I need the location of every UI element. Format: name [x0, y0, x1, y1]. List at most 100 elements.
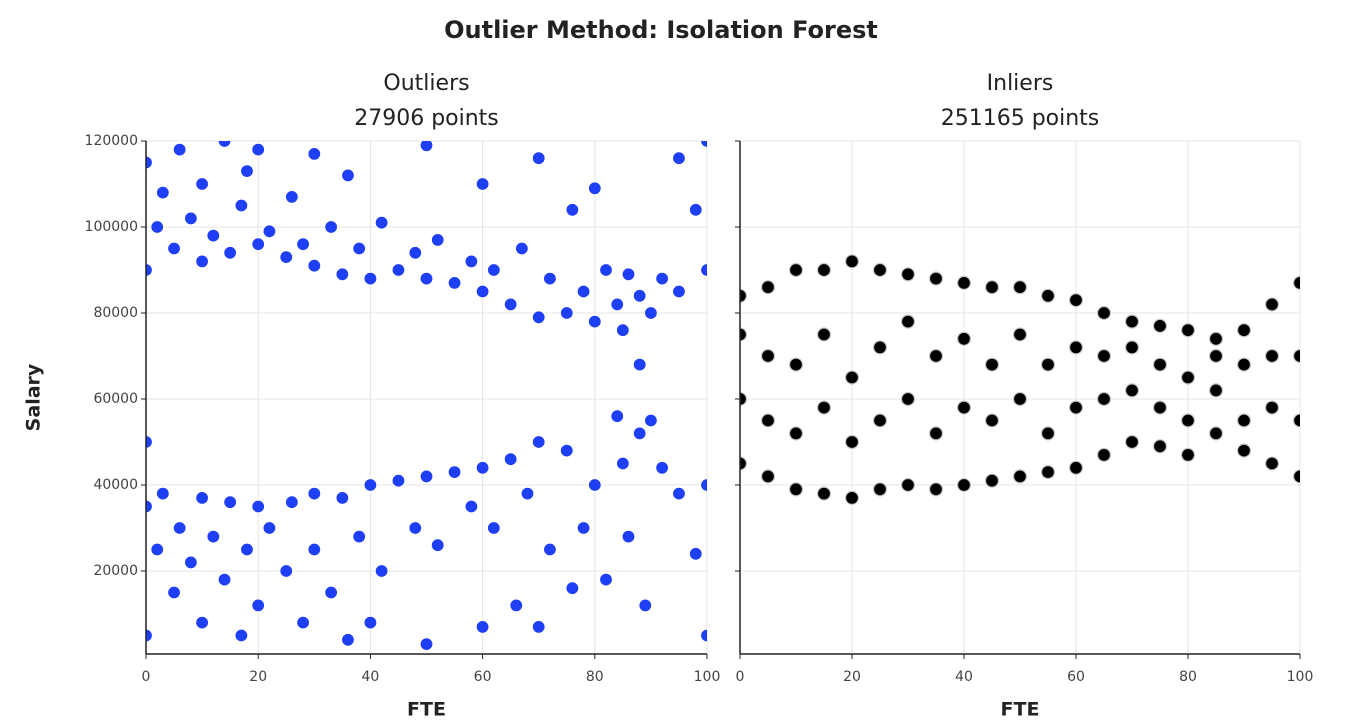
x-tick-label: 0 — [736, 669, 745, 685]
point — [788, 357, 804, 372]
point — [844, 490, 860, 506]
point — [486, 262, 501, 278]
point — [760, 348, 776, 364]
point — [531, 310, 546, 325]
point — [587, 477, 602, 493]
point — [1264, 456, 1280, 471]
point — [1068, 400, 1084, 415]
point — [844, 434, 860, 450]
point — [632, 426, 647, 441]
point — [172, 142, 187, 157]
point — [374, 215, 389, 230]
point — [1012, 469, 1028, 484]
point — [928, 271, 944, 286]
point — [816, 486, 832, 501]
point — [447, 465, 462, 480]
point — [1012, 327, 1028, 342]
point — [363, 615, 378, 630]
point — [1264, 297, 1280, 312]
y-tick-label: 80000 — [93, 305, 138, 321]
point — [251, 142, 266, 157]
point — [740, 456, 748, 471]
point — [610, 409, 625, 424]
point — [598, 262, 614, 278]
point — [262, 224, 277, 239]
point — [1068, 340, 1084, 355]
point — [430, 232, 445, 248]
point — [1236, 443, 1252, 458]
y-tick-label: 120000 — [85, 133, 138, 149]
x-tick-label: 20 — [249, 669, 267, 685]
point — [632, 288, 647, 303]
point — [486, 520, 501, 536]
point — [155, 486, 170, 501]
point — [464, 499, 479, 514]
point — [340, 632, 356, 647]
x-tick-label: 80 — [1179, 669, 1197, 685]
point — [408, 245, 423, 260]
point — [1236, 323, 1252, 338]
point — [447, 275, 462, 291]
point — [419, 637, 434, 652]
point — [295, 615, 311, 630]
point — [699, 262, 707, 278]
point — [671, 151, 687, 166]
point — [542, 271, 558, 286]
point — [251, 598, 266, 613]
point — [1152, 439, 1168, 454]
point — [1292, 348, 1300, 364]
point — [234, 198, 249, 213]
point — [928, 348, 944, 364]
y-tick-label: 100000 — [85, 219, 138, 235]
point — [1180, 413, 1196, 428]
point — [146, 434, 154, 450]
point — [217, 141, 232, 149]
x-tick-label: 60 — [1067, 669, 1085, 685]
point — [234, 628, 249, 643]
point — [239, 164, 255, 179]
point — [1012, 391, 1028, 407]
x-axis-label: FTE — [1001, 699, 1040, 721]
point — [391, 473, 406, 488]
point — [688, 546, 703, 561]
point — [740, 327, 748, 342]
point — [928, 482, 944, 497]
point — [576, 520, 591, 536]
point — [688, 202, 703, 217]
point — [419, 141, 434, 153]
point — [531, 434, 546, 450]
point — [598, 572, 614, 587]
point — [565, 202, 580, 217]
point — [324, 585, 339, 600]
point — [419, 469, 434, 484]
point — [984, 413, 1000, 428]
point — [352, 241, 367, 256]
point — [195, 490, 210, 506]
point — [195, 615, 210, 630]
x-tick-label: 100 — [694, 669, 721, 685]
point — [900, 314, 916, 329]
point — [262, 520, 277, 536]
point — [872, 482, 888, 497]
point — [699, 477, 707, 493]
point — [475, 619, 490, 635]
point — [621, 267, 636, 282]
point — [1040, 288, 1056, 303]
point — [788, 426, 804, 441]
point — [610, 297, 625, 312]
point — [335, 490, 350, 506]
point — [1096, 348, 1112, 364]
point — [900, 267, 916, 282]
x-tick-label: 100 — [1287, 669, 1314, 685]
point — [699, 628, 707, 643]
point — [872, 262, 888, 278]
point — [279, 563, 294, 579]
point — [520, 486, 535, 501]
point — [509, 598, 524, 613]
point — [900, 477, 916, 493]
point — [146, 628, 154, 643]
point — [239, 542, 255, 557]
point — [1152, 357, 1168, 372]
point — [531, 619, 546, 635]
